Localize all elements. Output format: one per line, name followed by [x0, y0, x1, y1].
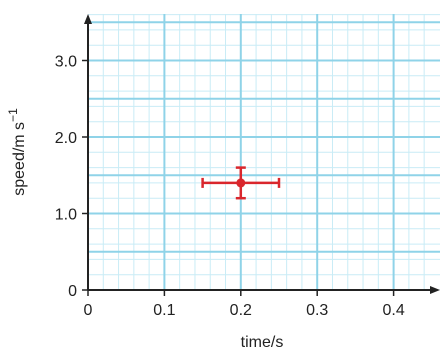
x-ticks: 0 0.1 0.2 0.3 0.4	[84, 290, 405, 319]
major-grid	[88, 14, 440, 290]
y-axis-arrow	[84, 14, 92, 24]
y-tick-label: 3.0	[55, 54, 77, 71]
x-tick-label: 0	[84, 302, 93, 319]
y-axis-label: speed/m s−1	[6, 108, 28, 196]
data-points	[201, 166, 281, 200]
y-axis-label-superscript: −1	[6, 108, 20, 122]
y-axis-label-text: speed/m s	[11, 122, 28, 196]
data-point-group	[201, 166, 281, 200]
x-axis-label: time/s	[241, 334, 284, 351]
x-tick-label: 0.1	[153, 302, 175, 319]
y-ticks: 0 1.0 2.0 3.0	[55, 54, 88, 300]
x-tick-label: 0.2	[230, 302, 252, 319]
axes	[84, 14, 440, 294]
x-axis-arrow	[430, 286, 440, 294]
minor-grid	[88, 14, 440, 290]
y-axis-label-group: speed/m s−1	[6, 108, 28, 196]
y-tick-label: 2.0	[55, 130, 77, 147]
y-tick-label: 1.0	[55, 207, 77, 224]
y-tick-label: 0	[68, 283, 77, 300]
data-point	[236, 178, 246, 188]
x-tick-label: 0.4	[382, 302, 404, 319]
x-tick-label: 0.3	[306, 302, 328, 319]
